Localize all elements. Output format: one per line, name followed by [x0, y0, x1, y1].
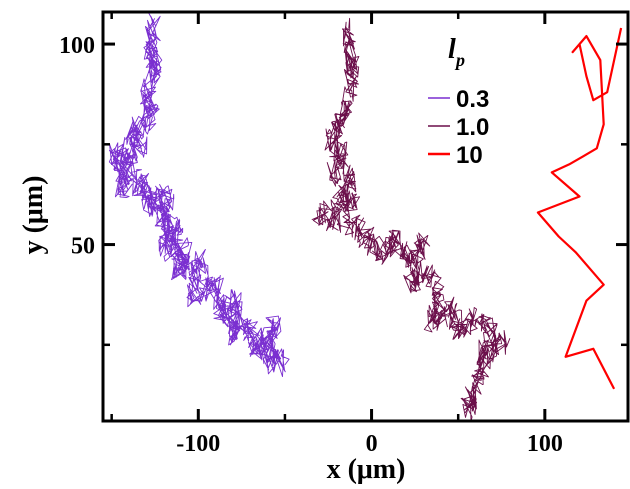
- x-axis-label: x (μm): [327, 454, 406, 485]
- legend-title-subscript: p: [454, 50, 465, 70]
- x-tick-label: 0: [366, 431, 378, 457]
- y-axis-label: y (μm): [18, 176, 49, 255]
- legend-title: l: [448, 34, 456, 65]
- x-tick-label: -100: [176, 431, 220, 457]
- ticks-layer: -100 0 100 50 100: [59, 12, 628, 457]
- y-tick-label: 50: [71, 234, 95, 260]
- x-tick-label: 100: [527, 431, 563, 457]
- legend-label-10: 10: [456, 142, 483, 169]
- series-line-0-3: [108, 11, 290, 378]
- y-tick-label: 100: [59, 33, 95, 59]
- legend-label-1-0: 1.0: [456, 114, 489, 141]
- legend-label-0-3: 0.3: [456, 86, 489, 113]
- series-line-1-0: [311, 17, 511, 422]
- legend: l p 0.31.010: [428, 34, 489, 169]
- plot-frame: [101, 10, 630, 423]
- series-layer: [108, 11, 623, 422]
- legend-entries: 0.31.010: [428, 86, 489, 169]
- series-line-10: [536, 27, 623, 390]
